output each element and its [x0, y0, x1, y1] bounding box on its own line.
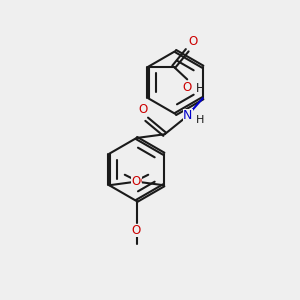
- Text: O: O: [189, 35, 198, 48]
- Text: N: N: [183, 109, 193, 122]
- Text: O: O: [131, 175, 141, 188]
- Text: O: O: [132, 175, 142, 188]
- Text: H: H: [196, 116, 204, 125]
- Text: O: O: [139, 103, 148, 116]
- Text: O: O: [182, 81, 191, 94]
- Text: H: H: [196, 82, 204, 95]
- Text: O: O: [132, 224, 141, 237]
